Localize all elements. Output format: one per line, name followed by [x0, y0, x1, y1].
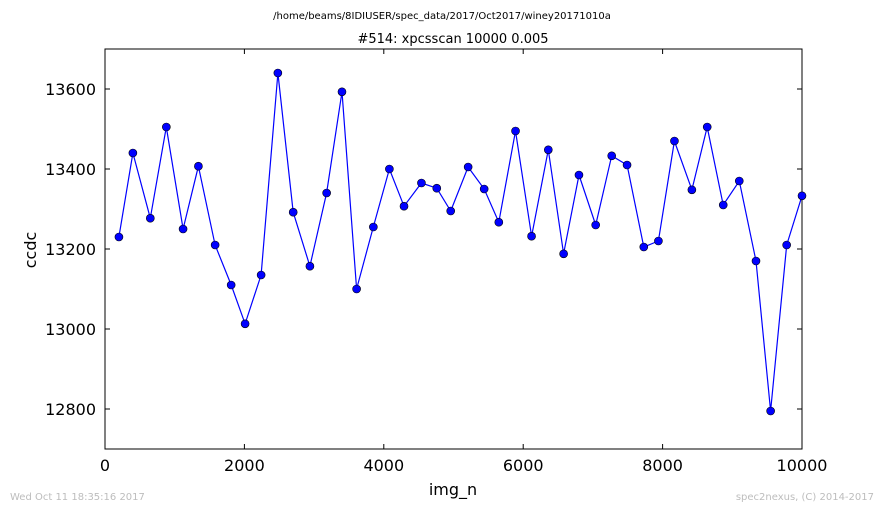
- data-point: [322, 188, 331, 198]
- data-point: [639, 242, 649, 252]
- data-point: [256, 270, 266, 280]
- data-point: [670, 136, 679, 146]
- data-point: [114, 232, 124, 242]
- x-tick-label: 6000: [503, 456, 544, 475]
- x-axis-label: img_n: [429, 480, 477, 500]
- data-point: [399, 201, 409, 211]
- data-point: [446, 206, 456, 216]
- data-point: [479, 184, 489, 194]
- data-point: [734, 176, 744, 186]
- data-point: [337, 87, 347, 97]
- y-tick-label: 13000: [45, 320, 96, 339]
- data-point: [797, 191, 807, 201]
- data-point: [369, 222, 378, 232]
- data-point: [766, 406, 775, 416]
- data-point: [687, 185, 697, 195]
- data-point: [288, 207, 298, 217]
- x-tick-label: 0: [100, 456, 110, 475]
- data-point: [240, 319, 250, 329]
- data-point: [352, 284, 361, 294]
- data-point: [718, 200, 728, 210]
- x-tick-label: 8000: [642, 456, 683, 475]
- data-point: [622, 160, 632, 170]
- chart-title: #514: xpcsscan 10000 0.005: [357, 32, 548, 47]
- data-point: [417, 178, 426, 188]
- data-point: [494, 217, 504, 227]
- y-tick-label: 12800: [45, 400, 96, 419]
- data-point: [146, 213, 155, 223]
- data-point: [559, 249, 568, 259]
- series-line: [118, 72, 803, 412]
- data-point: [210, 240, 220, 250]
- data-point: [463, 162, 473, 172]
- data-point: [385, 164, 394, 174]
- data-point: [273, 68, 283, 78]
- y-tick-label: 13200: [45, 240, 96, 259]
- x-tick-label: 2000: [224, 456, 265, 475]
- y-axis-label: ccdc: [21, 232, 40, 269]
- data-point: [194, 161, 203, 171]
- data-point: [591, 220, 600, 230]
- data-point: [751, 256, 761, 266]
- data-point: [782, 240, 791, 250]
- plot-area: 0 2000 4000 6000 8000 10000 12800 13000 13200 134…: [45, 48, 828, 475]
- data-point: [305, 261, 315, 271]
- data-point: [226, 280, 236, 290]
- data-point: [574, 170, 584, 180]
- chart-suptitle: /home/beams/8IDIUSER/spec_data/2017/Oct2…: [273, 11, 611, 22]
- data-point: [543, 145, 553, 155]
- data-point: [432, 183, 442, 193]
- footer-credit: spec2nexus, (C) 2014-2017: [735, 492, 874, 503]
- x-tick-label: 10000: [777, 456, 828, 475]
- data-point: [702, 122, 712, 132]
- y-tick-label: 13400: [45, 160, 96, 179]
- data-point: [511, 126, 520, 136]
- footer-timestamp: Wed Oct 11 18:35:16 2017: [10, 492, 145, 503]
- x-tick-label: 4000: [363, 456, 404, 475]
- data-point: [162, 122, 171, 132]
- data-point: [527, 231, 536, 241]
- data-point: [607, 151, 617, 161]
- data-point: [654, 236, 663, 246]
- y-tick-label: 13600: [45, 80, 96, 99]
- data-point: [128, 148, 138, 158]
- data-point: [178, 224, 188, 234]
- plot-frame: [104, 48, 803, 450]
